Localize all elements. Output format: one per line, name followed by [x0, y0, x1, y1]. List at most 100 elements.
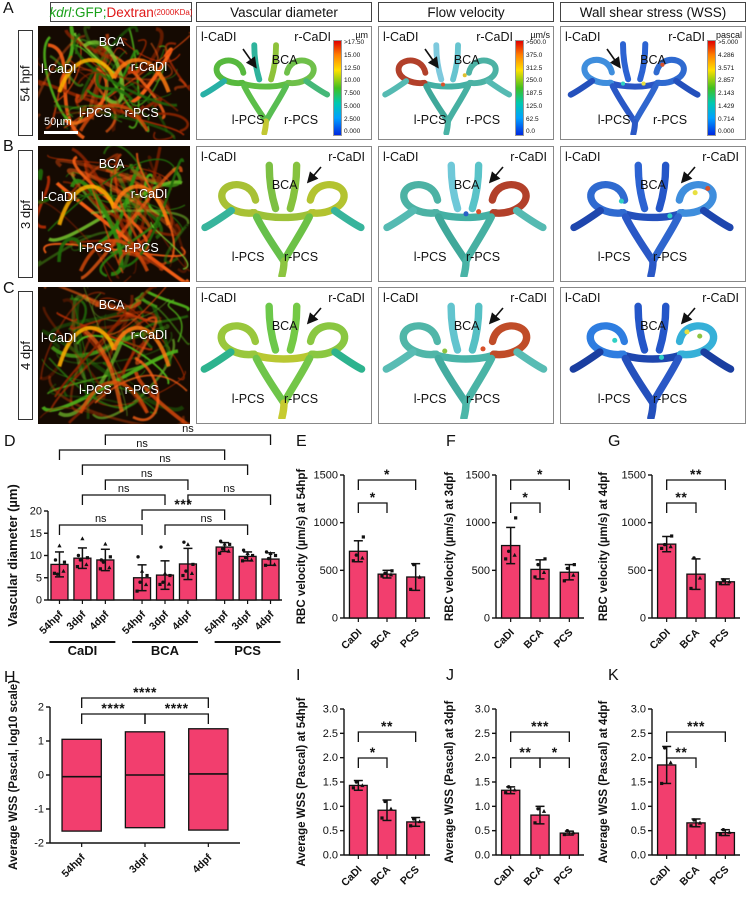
panel-letter-H: H — [4, 669, 16, 686]
colorbar-gradient — [707, 40, 716, 136]
vessel-render — [201, 161, 365, 277]
svg-text:PCS: PCS — [708, 864, 732, 888]
label-l-cadi: l-CaDI — [383, 150, 419, 164]
label-r-cadi: r-CaDI — [328, 150, 365, 164]
svg-text:CaDI: CaDI — [647, 627, 672, 652]
chart-svg-F: 0 500 1000 1500 * * CaDI BCA PCS RBC velocity (µm… — [444, 466, 584, 652]
label-l-pcs: l-PCS — [231, 113, 265, 128]
svg-text:54hpf: 54hpf — [202, 608, 231, 637]
svg-text:4dpf: 4dpf — [87, 608, 112, 633]
label-l-cadi: l-CaDI — [565, 30, 601, 44]
vessel-render — [200, 302, 366, 419]
svg-text:1500: 1500 — [622, 470, 646, 482]
label-l-cadi: l-CaDI — [41, 62, 77, 77]
fluor-title-box: kdrl:GFP; Dextran (2000KDa) — [49, 2, 193, 22]
svg-text:CaDI: CaDI — [647, 864, 672, 889]
stage-label-4dpf: 4 dpf — [18, 291, 33, 420]
panel-letter-J: J — [446, 667, 454, 684]
svg-text:1.0: 1.0 — [475, 801, 490, 813]
svg-text:1: 1 — [38, 736, 44, 748]
svg-text:CaDI: CaDI — [339, 864, 364, 889]
svg-text:**: ** — [519, 744, 531, 760]
panel-letter-E: E — [296, 433, 307, 450]
stage-label-54hpf: 54 hpf — [18, 30, 33, 136]
dextran-label: Dextran — [106, 4, 154, 20]
svg-text:500: 500 — [628, 565, 646, 577]
svg-text:0.0: 0.0 — [475, 850, 490, 862]
colorbar-ticks: >500.0 375.0 312.5 250.0 187.5 125.0 62.5 0.0 — [526, 39, 547, 136]
svg-text:54hpf: 54hpf — [59, 851, 88, 880]
svg-text:BCA: BCA — [522, 626, 547, 651]
label-l-pcs: l-PCS — [231, 391, 265, 406]
svg-text:**: ** — [675, 489, 687, 505]
svg-text:PCS: PCS — [708, 627, 732, 651]
micrograph-image — [38, 26, 190, 140]
chart-rbc-velocity-54hpf: E 0 500 1000 1500 * * CaDI BCA PCS RBC velocity (… — [292, 425, 440, 662]
svg-text:BCA: BCA — [151, 643, 180, 658]
map-wss-4dpf: l-CaDI r-CaDI BCA l-PCS r-PCS — [560, 287, 746, 424]
svg-text:2.5: 2.5 — [631, 728, 646, 740]
label-r-cadi: r-CaDI — [130, 60, 168, 75]
panel-letter-F: F — [446, 433, 456, 450]
svg-text:3dpf: 3dpf — [230, 608, 255, 633]
gfp-label: :GFP; — [71, 4, 107, 20]
svg-text:3dpf: 3dpf — [64, 608, 89, 633]
label-bca: BCA — [453, 319, 480, 334]
svg-text:PCS: PCS — [234, 643, 261, 658]
label-r-pcs: r-PCS — [284, 250, 319, 265]
column-title-wss: Wall shear stress (WSS) — [560, 2, 746, 22]
svg-text:2.0: 2.0 — [323, 752, 338, 764]
annotation-arrow — [606, 48, 621, 69]
annotation-arrow — [242, 48, 257, 69]
label-r-pcs: r-PCS — [653, 250, 688, 265]
svg-text:3dpf: 3dpf — [147, 608, 172, 633]
label-bca: BCA — [640, 177, 666, 192]
svg-text:PCS: PCS — [552, 627, 576, 651]
svg-text:CaDI: CaDI — [491, 864, 516, 889]
svg-text:*: * — [370, 744, 376, 760]
label-r-cadi: r-CaDI — [510, 150, 547, 164]
panel-letter-C: C — [3, 280, 15, 297]
colorbar: pascal >5.000 4.286 3.571 2.857 2.143 1.429 0.… — [707, 30, 743, 136]
svg-text:Average WSS (Pascal, log10 sca: Average WSS (Pascal, log10 scale) — [8, 680, 20, 870]
chart-vascular-diameter: D 0 5 10 15 20 ns ns *** ns ns ns ns ns ns 54hpf 3dpf 4d… — [4, 425, 290, 662]
label-r-cadi: r-CaDI — [476, 30, 513, 44]
panel-letter-I: I — [296, 667, 301, 684]
svg-text:0.5: 0.5 — [475, 825, 490, 837]
svg-text:*: * — [522, 489, 528, 505]
label-bca: BCA — [453, 177, 480, 192]
svg-text:****: **** — [165, 700, 189, 716]
svg-text:2.0: 2.0 — [475, 752, 490, 764]
label-r-pcs: r-PCS — [124, 241, 159, 256]
colorbar-unit: µm — [355, 30, 368, 40]
svg-text:2.0: 2.0 — [631, 752, 646, 764]
chart-average-wss-log: H -2 -1 0 1 2 **** **** **** 54hpf 3dpf 4dpf Averag… — [4, 663, 290, 903]
svg-text:1.5: 1.5 — [631, 777, 646, 789]
colorbar-gradient — [333, 40, 342, 136]
svg-text:1.5: 1.5 — [323, 777, 338, 789]
svg-text:****: **** — [133, 684, 157, 700]
micrograph-image — [38, 146, 190, 282]
label-r-cadi: r-CaDI — [668, 30, 705, 44]
annotation-arrow — [488, 307, 504, 325]
micrograph-3dpf: l-CaDI BCA r-CaDI l-PCS r-PCS — [38, 146, 190, 282]
svg-text:*: * — [552, 744, 558, 760]
chart-rbc-velocity-3dpf: F 0 500 1000 1500 * * CaDI BCA PCS RBC velocity (… — [440, 425, 594, 662]
svg-text:CaDI: CaDI — [339, 627, 364, 652]
label-r-pcs: r-PCS — [284, 391, 319, 406]
label-l-pcs: l-PCS — [413, 250, 447, 265]
svg-text:CaDI: CaDI — [491, 627, 516, 652]
dextran-size-label: (2000KDa) — [153, 7, 193, 17]
map-diameter-3dpf: l-CaDI r-CaDI BCA l-PCS r-PCS — [196, 146, 372, 282]
label-bca: BCA — [271, 319, 298, 334]
svg-text:*: * — [384, 466, 390, 482]
chart-rbc-velocity-4dpf: G 0 500 1000 1500 ** ** CaDI BCA PCS RBC velocity… — [594, 425, 750, 662]
vessel-render — [570, 161, 734, 277]
svg-text:ns: ns — [159, 453, 171, 465]
label-r-cadi: r-CaDI — [510, 291, 547, 305]
gene-name: kdrl — [49, 4, 72, 20]
label-r-pcs: r-PCS — [653, 391, 688, 406]
chart-svg-H: -2 -1 0 1 2 **** **** **** 54hpf 3dpf 4dpf Average … — [8, 680, 240, 880]
svg-text:**: ** — [690, 466, 702, 482]
